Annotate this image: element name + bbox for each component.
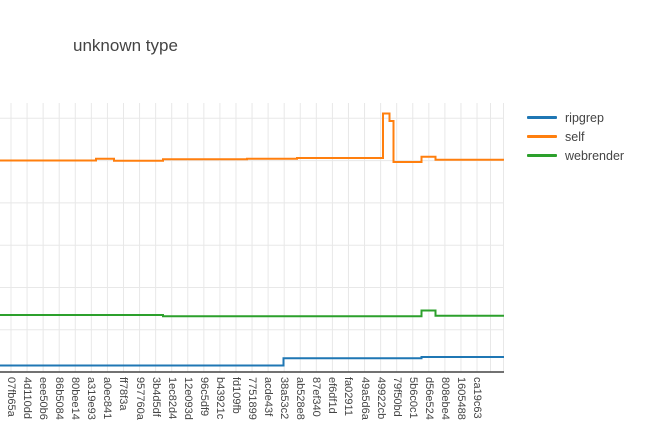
series-line-webrender bbox=[0, 309, 504, 318]
legend-item-ripgrep[interactable]: ripgrep bbox=[527, 108, 624, 127]
legend-swatch-self bbox=[527, 135, 557, 138]
legend-label: webrender bbox=[565, 148, 625, 163]
legend-label: ripgrep bbox=[565, 110, 604, 125]
legend-label: self bbox=[565, 129, 585, 144]
series-line-ripgrep bbox=[0, 356, 504, 367]
series-line-self bbox=[0, 112, 504, 163]
legend-swatch-webrender bbox=[527, 154, 557, 157]
legend-item-webrender[interactable]: webrender bbox=[527, 146, 624, 165]
legend: ripgrep self webrender bbox=[527, 108, 624, 165]
chart-title: unknown type bbox=[73, 36, 178, 55]
legend-swatch-ripgrep bbox=[527, 116, 557, 119]
legend-item-self[interactable]: self bbox=[527, 127, 624, 146]
